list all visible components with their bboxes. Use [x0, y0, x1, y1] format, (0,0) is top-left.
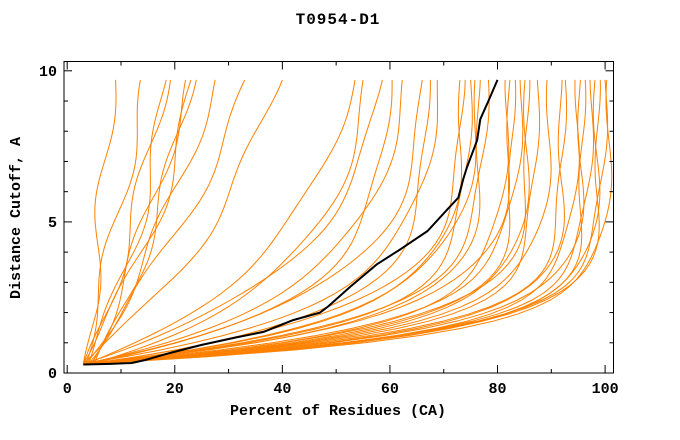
tick-labels-group: 0 20 40 60 80 100 0 5 10	[39, 64, 619, 398]
model-curve	[85, 79, 403, 365]
model-curve	[83, 79, 594, 365]
model-curve	[88, 79, 466, 365]
model-curve	[83, 79, 473, 365]
model-curve	[88, 79, 531, 365]
model-curve	[82, 79, 171, 365]
x-tick-label: 40	[273, 381, 291, 398]
model-curve	[83, 79, 383, 365]
model-curve	[85, 79, 530, 365]
highlight-curve-group	[83, 79, 499, 366]
x-tick-label: 20	[166, 381, 184, 398]
model-curve	[83, 79, 585, 365]
x-tick-label: 0	[63, 381, 72, 398]
model-curve	[91, 79, 613, 365]
model-curve	[82, 79, 117, 364]
model-curve	[82, 79, 283, 365]
x-axis-label: Percent of Residues (CA)	[230, 403, 446, 420]
model-curve	[91, 79, 517, 365]
model-curve	[83, 79, 541, 365]
highlight-curve	[83, 79, 499, 366]
model-curve	[91, 79, 477, 365]
model-curve	[88, 79, 246, 365]
model-curve	[88, 79, 510, 365]
model-curve	[85, 79, 141, 365]
model-curve	[83, 79, 511, 365]
model-curve	[85, 79, 216, 365]
model-curve	[83, 79, 438, 365]
model-curve	[91, 79, 587, 365]
model-curve	[91, 79, 552, 365]
y-tick-label: 5	[48, 215, 57, 232]
model-curve	[90, 79, 186, 365]
model-curve	[85, 79, 463, 365]
model-curve	[85, 79, 356, 365]
model-curve	[83, 79, 524, 365]
chart-title: T0954-D1	[296, 11, 381, 29]
model-curve	[93, 79, 197, 365]
model-curve	[82, 79, 192, 365]
model-curve	[91, 79, 364, 365]
model-curve	[88, 79, 580, 365]
model-curve	[85, 79, 601, 365]
model-curve	[83, 79, 565, 365]
model-curve	[88, 79, 167, 365]
model-curve	[83, 79, 423, 365]
x-tick-label: 60	[381, 381, 399, 398]
model-curve	[85, 79, 490, 365]
plot-frame	[63, 61, 614, 374]
model-curve	[88, 79, 393, 365]
y-tick-label: 0	[48, 366, 57, 383]
model-curve	[85, 79, 568, 365]
model-curve	[88, 79, 601, 365]
y-tick-label: 10	[39, 64, 57, 81]
y-axis-label: Distance Cutoff, A	[8, 137, 25, 299]
x-tick-label: 100	[592, 381, 619, 398]
x-tick-label: 80	[489, 381, 507, 398]
model-curves-group	[82, 79, 613, 365]
model-curve	[83, 79, 481, 365]
axes-and-ticks-group	[63, 61, 614, 374]
